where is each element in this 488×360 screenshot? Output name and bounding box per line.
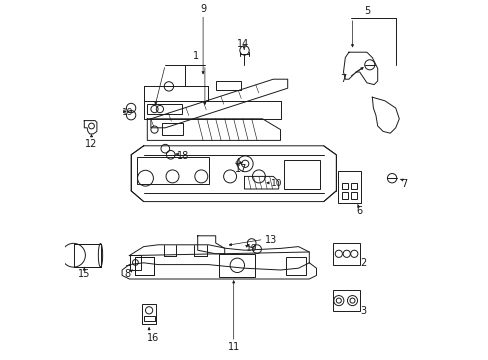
Text: 8: 8 (124, 269, 130, 279)
Text: 11: 11 (227, 342, 239, 352)
Text: 15: 15 (78, 269, 90, 279)
Text: 5: 5 (363, 6, 369, 16)
Bar (136, 157, 208, 184)
Bar (130, 255, 141, 270)
Bar (332, 243, 359, 265)
Bar (285, 257, 305, 275)
Text: 3: 3 (360, 306, 366, 316)
Bar (219, 254, 255, 277)
Text: 12: 12 (85, 139, 98, 149)
Bar (134, 257, 154, 275)
Text: 17: 17 (234, 164, 246, 174)
Bar (341, 192, 347, 199)
Text: 1: 1 (192, 51, 199, 61)
Bar (215, 81, 241, 90)
Text: 10: 10 (270, 179, 282, 188)
Text: 9: 9 (200, 4, 206, 14)
Bar (143, 316, 154, 321)
Bar (350, 183, 356, 189)
Bar (284, 160, 320, 189)
Text: 7: 7 (401, 179, 407, 189)
Text: 19: 19 (245, 244, 257, 253)
Bar (142, 304, 156, 324)
Bar (332, 290, 359, 311)
Bar (341, 183, 347, 189)
Text: 4: 4 (234, 158, 240, 168)
Text: 14: 14 (237, 39, 249, 49)
Bar (162, 123, 183, 135)
Bar (134, 257, 154, 275)
Text: 6: 6 (356, 206, 362, 216)
Text: 18: 18 (177, 150, 189, 161)
Text: 2: 2 (360, 258, 366, 268)
Text: 19: 19 (122, 108, 133, 117)
Bar (337, 171, 361, 203)
Text: 16: 16 (146, 333, 159, 343)
Text: 13: 13 (265, 235, 277, 245)
Bar (350, 192, 356, 199)
Bar (147, 104, 181, 114)
Text: 7: 7 (340, 74, 346, 84)
Bar (73, 244, 101, 267)
